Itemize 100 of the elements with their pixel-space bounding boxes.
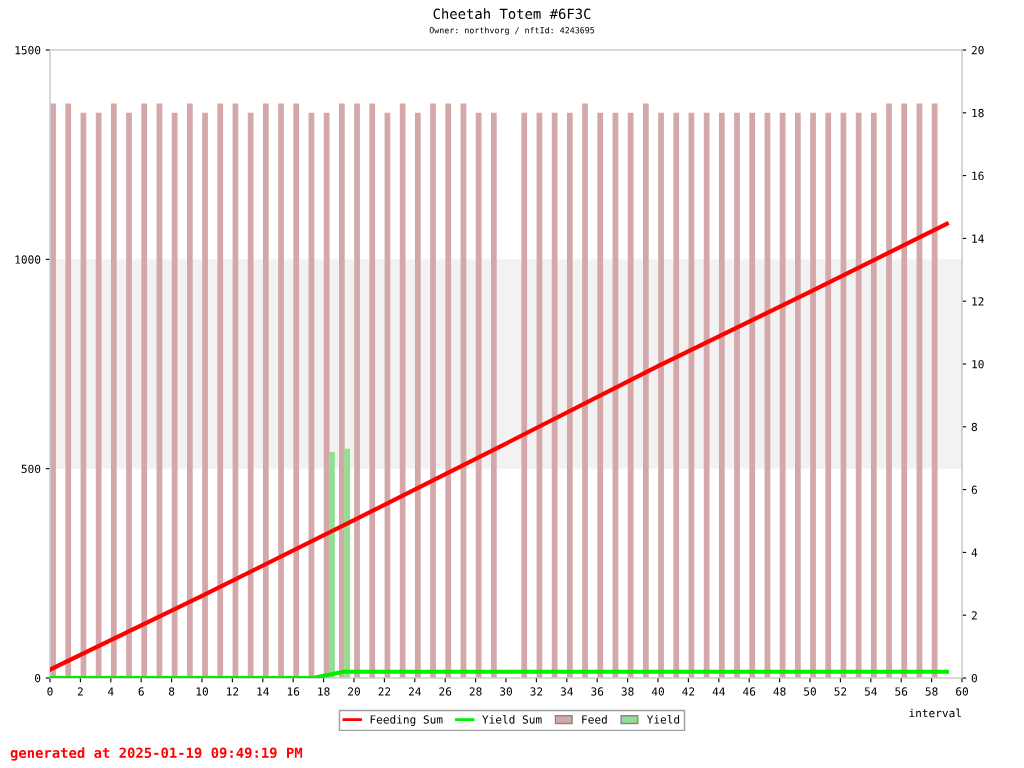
y-tick-label: 500	[21, 464, 41, 474]
x-tick-label: 14	[257, 687, 269, 696]
text: generated at 2025-01-19 09:49:19 PM	[10, 747, 303, 761]
x-tick-label: 48	[773, 687, 786, 696]
x-tick-label: 0	[47, 687, 53, 696]
bar	[445, 103, 452, 678]
bar	[825, 112, 832, 678]
bar	[95, 112, 102, 678]
bar	[597, 112, 604, 678]
x-tick-label: 30	[500, 687, 512, 696]
x-tick-label: 34	[560, 687, 573, 696]
bar	[414, 112, 421, 678]
bar	[582, 103, 588, 678]
bar	[794, 112, 801, 678]
x-tick-label: 58	[925, 687, 938, 696]
legend-label: Yield Sum	[482, 715, 542, 724]
y2-tick-label: 8	[971, 422, 978, 432]
bar	[217, 103, 224, 678]
y2-tick-label: 14	[972, 234, 984, 243]
bar	[566, 112, 573, 678]
legend-label: Yield	[646, 715, 680, 724]
x-tick-label: 24	[408, 687, 421, 696]
bar	[870, 112, 877, 678]
y2-tick-label: 10	[972, 360, 984, 369]
bar	[126, 112, 132, 678]
legend-label: Feed	[582, 715, 607, 724]
bar	[278, 103, 284, 678]
x-tick-label: 50	[804, 687, 816, 696]
bar	[673, 112, 680, 678]
bar	[369, 103, 376, 678]
bar	[521, 112, 528, 678]
x-tick-label: 60	[956, 687, 968, 696]
bar	[810, 112, 816, 678]
chart-subtitle: Owner: northvorg / nftId: 4243695	[429, 26, 595, 36]
bar	[430, 103, 436, 678]
x-tick-label: 12	[227, 687, 239, 696]
bar	[110, 103, 117, 678]
bar	[901, 103, 908, 678]
bar	[490, 112, 497, 678]
bar	[475, 112, 482, 678]
bar	[931, 103, 938, 678]
x-tick-label: 28	[469, 687, 482, 696]
x-tick-label: 52	[834, 687, 847, 696]
bar	[247, 112, 254, 678]
bar	[734, 112, 740, 678]
y2-tick-label: 4	[971, 548, 978, 557]
bar	[399, 103, 406, 678]
x-tick-label: 56	[895, 687, 908, 696]
y-tick-label: 1000	[15, 255, 41, 264]
bar	[329, 451, 335, 678]
bar	[344, 448, 351, 678]
bar	[338, 103, 345, 678]
bar	[65, 103, 72, 678]
bar	[293, 103, 300, 678]
legend-label: Feeding Sum	[370, 715, 443, 726]
y-tick-label: 0	[35, 674, 41, 683]
y2-tick-label: 20	[971, 46, 984, 55]
bar	[642, 103, 649, 678]
bar	[262, 103, 269, 678]
bar	[855, 112, 862, 678]
y-tick-label: 1500	[15, 46, 41, 55]
bar	[886, 103, 892, 678]
bar	[141, 103, 148, 678]
x-tick-label: 54	[864, 687, 877, 696]
bar	[718, 112, 725, 678]
bar	[658, 112, 664, 678]
bar	[703, 112, 710, 678]
y2-tick-label: 18	[972, 108, 984, 118]
bar	[186, 103, 193, 678]
x-tick-label: 40	[651, 687, 664, 696]
x-tick-label: 18	[318, 687, 330, 696]
bar	[202, 112, 208, 678]
bar	[551, 112, 558, 678]
x-tick-label: 32	[530, 687, 543, 696]
y2-tick-label: 2	[971, 611, 977, 620]
x-tick-label: 22	[378, 687, 391, 696]
bar	[779, 112, 786, 678]
x-tick-label: 38	[621, 687, 634, 696]
x-tick-label: 2	[77, 687, 83, 696]
x-tick-label: 42	[682, 687, 695, 696]
line-series	[50, 221, 949, 672]
bar	[171, 112, 178, 678]
x-tick-label: 8	[168, 687, 175, 696]
y2-tick-label: 0	[971, 674, 977, 683]
x-axis-title: interval	[909, 708, 961, 718]
x-tick-label: 16	[287, 687, 300, 696]
x-tick-label: 4	[108, 687, 114, 696]
x-tick-label: 44	[712, 687, 725, 696]
bar	[354, 103, 360, 678]
bar	[749, 112, 756, 678]
y2-tick-label: 16	[972, 171, 984, 181]
x-tick-label: 46	[743, 687, 756, 696]
x-tick-label: 36	[591, 687, 604, 696]
bar	[627, 112, 634, 678]
x-tick-label: 20	[348, 687, 360, 696]
y2-tick-label: 12	[972, 297, 984, 306]
chart-title: Cheetah Totem #6F3C	[433, 8, 591, 20]
y2-tick-label: 6	[971, 485, 977, 495]
x-tick-label: 6	[138, 687, 144, 696]
x-tick-label: 26	[439, 687, 452, 696]
